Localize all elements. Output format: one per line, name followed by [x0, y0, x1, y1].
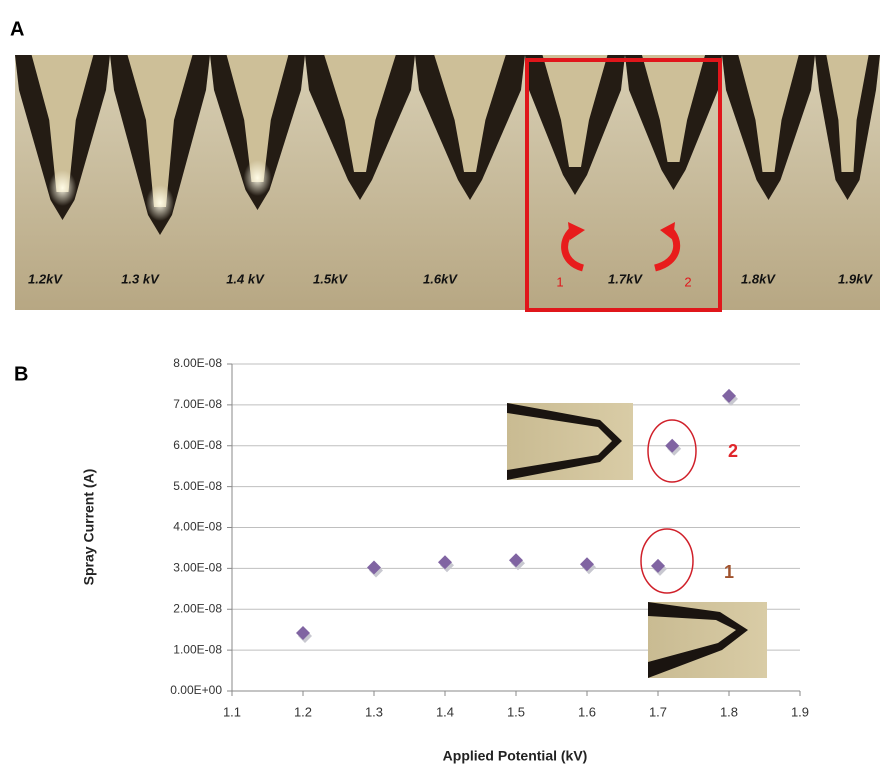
y-tick-label: 3.00E-08 — [173, 561, 222, 575]
x-tick-label: 1.2 — [294, 704, 312, 719]
x-tick-label: 1.3 — [365, 704, 383, 719]
y-tick-label: 5.00E-08 — [173, 479, 222, 493]
y-tick-label: 0.00E+00 — [170, 683, 222, 697]
y-tick-label: 8.00E-08 — [173, 356, 222, 370]
voltage-label: 1.8kV — [741, 271, 776, 286]
marker-label: 2 — [684, 274, 691, 289]
y-tick-label: 6.00E-08 — [173, 438, 222, 452]
x-tick-label: 1.9 — [791, 704, 809, 719]
voltage-label: 1.5kV — [313, 271, 348, 286]
voltage-label: 1.9kV — [838, 271, 873, 286]
y-tick-label: 7.00E-08 — [173, 397, 222, 411]
voltage-label: 1.6kV — [423, 271, 458, 286]
highlight-ellipse — [641, 529, 693, 593]
x-tick-label: 1.1 — [223, 704, 241, 719]
panel-label: A — [10, 18, 24, 40]
annotation: 2 — [728, 441, 738, 461]
voltage-label: 1.2kV — [28, 271, 63, 286]
panel-label: B — [14, 363, 28, 385]
y-axis-label: Spray Current (A) — [81, 469, 97, 586]
x-tick-label: 1.4 — [436, 704, 454, 719]
y-tick-label: 2.00E-08 — [173, 601, 222, 615]
voltage-label: 1.4 kV — [226, 271, 265, 286]
voltage-label: 1.7kV — [608, 271, 643, 286]
y-tick-label: 4.00E-08 — [173, 520, 222, 534]
x-tick-label: 1.8 — [720, 704, 738, 719]
marker-label: 1 — [556, 274, 563, 289]
x-tick-label: 1.6 — [578, 704, 596, 719]
droplet — [49, 170, 77, 206]
figure: A B 1.2kV 1.3 kV 1.4 kV 1.5kV 1.6kV 1.7kV 1.8k… — [0, 0, 893, 772]
x-tick-label: 1.7 — [649, 704, 667, 719]
droplet — [244, 160, 272, 196]
y-tick-label: 1.00E-08 — [173, 642, 222, 656]
photo-strip: 1.2kV 1.3 kV 1.4 kV 1.5kV 1.6kV 1.7kV 1.8kV 1.9… — [15, 55, 880, 310]
inset-photo — [507, 403, 633, 480]
voltage-label: 1.3 kV — [121, 271, 160, 286]
annotation: 1 — [724, 562, 734, 582]
inset-photo — [648, 602, 767, 678]
x-axis-label: Applied Potential (kV) — [443, 748, 588, 764]
droplet — [146, 185, 174, 221]
x-tick-label: 1.5 — [507, 704, 525, 719]
